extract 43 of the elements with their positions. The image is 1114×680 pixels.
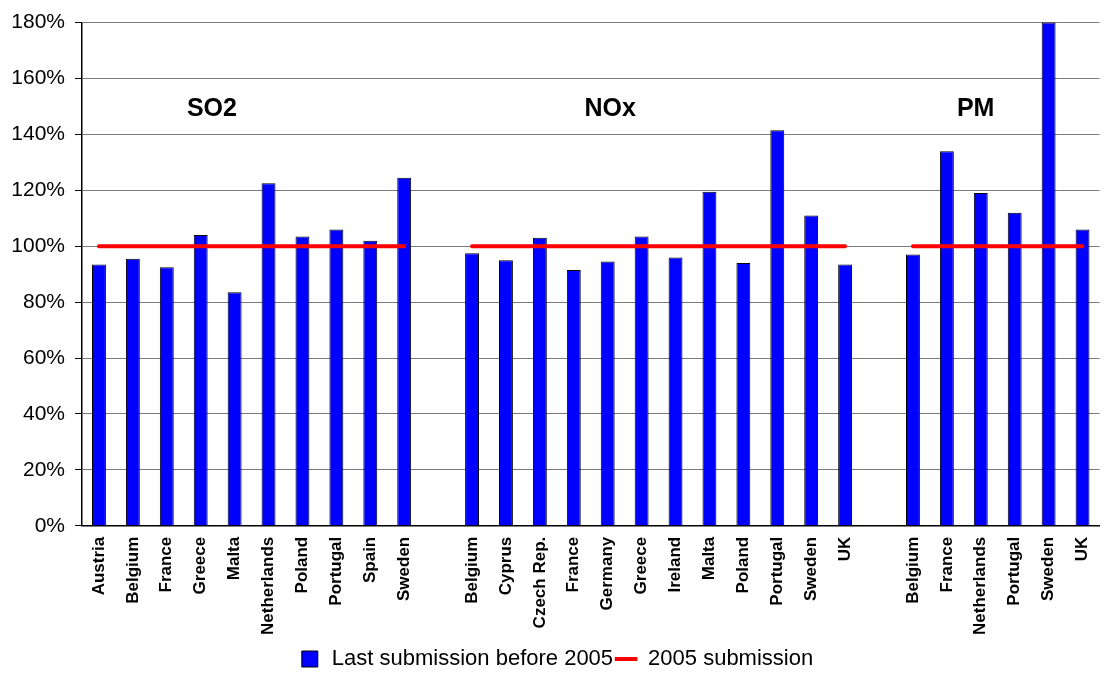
x-tick-label: Poland: [733, 536, 753, 594]
x-tick-label: Netherlands: [970, 536, 990, 635]
x-tick-label: Cyprus: [495, 536, 515, 596]
x-tick-label: UK: [1072, 536, 1092, 562]
x-tick-label: Portugal: [326, 536, 346, 606]
x-tick-label: Spain: [359, 536, 379, 584]
y-tick-label: 180%: [11, 9, 65, 33]
x-tick-label: France: [563, 536, 583, 593]
annotation: PM: [956, 92, 995, 121]
x-tick-label: Greece: [190, 536, 210, 595]
y-tick-label: 80%: [22, 288, 65, 312]
y-tick-label: 0%: [34, 512, 65, 536]
x-tick-label: Belgium: [461, 536, 481, 604]
x-tick-label: Portugal: [766, 536, 786, 606]
y-tick-label: 120%: [11, 177, 65, 201]
x-tick-label: Poland: [292, 536, 312, 594]
annotation: NOx: [584, 92, 636, 121]
x-tick-label: France: [156, 536, 176, 593]
legend-label: 2005 submission: [648, 645, 814, 671]
x-tick-label: Belgium: [122, 536, 142, 604]
x-tick-label: Greece: [631, 536, 651, 595]
x-tick-label: Malta: [699, 536, 719, 581]
x-tick-label: France: [936, 536, 956, 593]
legend-label: Last submission before 2005: [331, 645, 614, 671]
annotation: SO2: [186, 92, 237, 121]
x-tick-label: Belgium: [902, 536, 922, 604]
y-tick-label: 20%: [22, 456, 65, 480]
x-tick-label: Ireland: [665, 536, 685, 593]
x-tick-label: Portugal: [1004, 536, 1024, 606]
y-tick-label: 140%: [11, 121, 65, 145]
x-tick-label: Netherlands: [258, 536, 278, 635]
y-tick-label: 160%: [11, 65, 65, 89]
x-tick-label: Germany: [597, 536, 617, 611]
x-tick-label: Sweden: [1038, 536, 1058, 601]
y-tick-label: 100%: [11, 233, 65, 257]
x-tick-label: UK: [834, 536, 854, 562]
x-tick-label: Czech Rep.: [529, 536, 549, 629]
x-tick-label: Malta: [224, 536, 244, 581]
x-tick-label: Sweden: [393, 536, 413, 601]
y-tick-label: 40%: [22, 400, 65, 424]
x-tick-label: Sweden: [800, 536, 820, 601]
y-tick-label: 60%: [22, 344, 65, 368]
x-tick-label: Austria: [88, 536, 108, 596]
